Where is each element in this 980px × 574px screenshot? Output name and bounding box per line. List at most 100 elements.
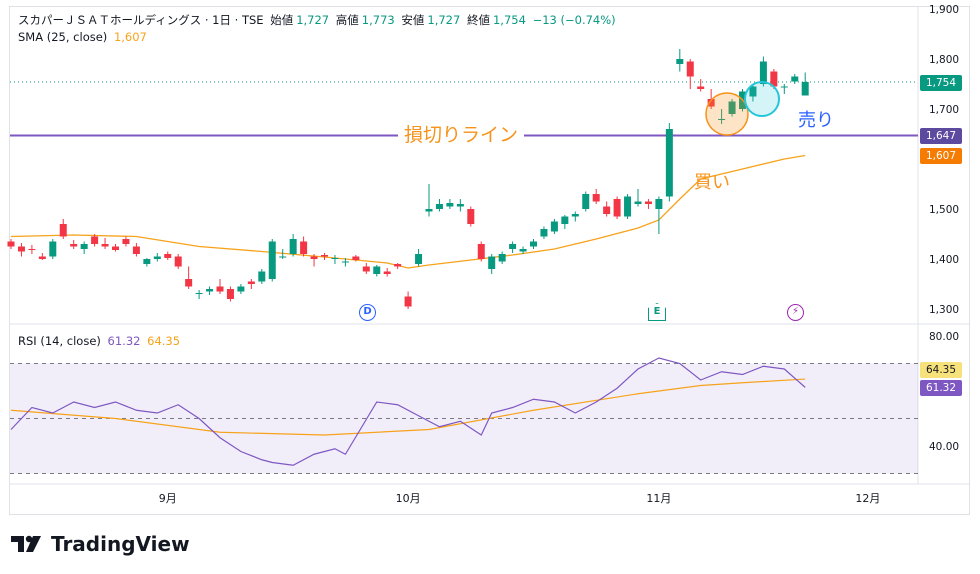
buy-annotation: 買い (694, 172, 730, 193)
stop-loss-annotation: 損切りライン (398, 123, 525, 147)
candle-body (143, 259, 151, 264)
rsi-tick-label: 40.00 (929, 441, 959, 453)
candle-body (195, 293, 203, 294)
candle-body (59, 224, 67, 237)
sell-circle (744, 81, 780, 117)
buy-circle (705, 92, 749, 136)
last-price-tag: 1,754 (920, 75, 962, 91)
chart-frame (9, 6, 970, 515)
close-value: 1,754 (492, 13, 526, 27)
candle-body (477, 244, 485, 259)
candle-body (697, 86, 705, 89)
candle-body (603, 206, 611, 214)
candle-body (17, 246, 25, 252)
price-tick-label: 1,300 (929, 304, 959, 316)
candle-body (362, 266, 370, 272)
candle-body (206, 289, 214, 292)
dividend-marker[interactable]: D (359, 304, 376, 321)
high-value: 1,773 (361, 13, 395, 27)
candle-body (644, 201, 652, 204)
candle-body (153, 256, 161, 259)
candle-body (519, 249, 527, 252)
candle-body (49, 241, 57, 257)
candle-body (247, 281, 255, 284)
candle-body (279, 256, 287, 258)
candle-body (592, 194, 600, 202)
close-label: 終値 (466, 13, 490, 27)
candle-body (226, 289, 234, 299)
candle-body (561, 216, 569, 224)
tradingview-logo[interactable]: TradingView (11, 532, 190, 556)
candle-body (467, 209, 475, 224)
candle-body (801, 82, 809, 96)
candle-body (498, 254, 506, 262)
candle-body (728, 101, 736, 114)
candle-body (582, 194, 590, 209)
rsi-tick-label: 80.00 (929, 331, 959, 343)
candle-body (571, 214, 579, 217)
candle-body (749, 86, 757, 97)
candle-body (488, 256, 496, 269)
x-tick-label: 10月 (396, 492, 421, 505)
candle-body (28, 249, 36, 250)
candle-body (237, 286, 245, 292)
candle-body (321, 255, 328, 257)
candle-body (268, 241, 276, 279)
candle-body (624, 196, 632, 217)
high-label: 高値 (335, 13, 359, 27)
candle-body (70, 244, 78, 247)
candle-body (101, 244, 109, 247)
candle-body (791, 76, 799, 82)
rsi-value: 61.32 (107, 334, 141, 348)
candle-body (456, 204, 464, 207)
candle-body (80, 244, 88, 249)
candle-body (216, 286, 224, 292)
candle-body (665, 129, 673, 197)
price-tick-label: 1,900 (929, 4, 959, 16)
candle-body (718, 119, 726, 120)
change-value: −13 (−0.74%) (532, 13, 616, 27)
rsi-tag: 61.32 (920, 380, 962, 396)
candle-body (174, 256, 182, 267)
price-tick-label: 1,800 (929, 54, 959, 66)
candle-body (7, 241, 15, 247)
candle-body (770, 71, 778, 87)
low-value: 1,727 (427, 13, 461, 27)
earnings-marker[interactable]: E (648, 303, 666, 321)
legend-rsi[interactable]: RSI (14, close) 61.32 64.35 (18, 334, 183, 348)
candle-body (655, 199, 663, 209)
open-label: 始値 (270, 13, 294, 27)
legend-sma[interactable]: SMA (25, close) 1,607 (18, 30, 150, 44)
rsi-polyline (10, 357, 806, 466)
candle-body (164, 254, 172, 258)
rsi-lines (10, 357, 806, 466)
candle-body (613, 199, 621, 217)
candle-body (185, 279, 193, 287)
candle-body (634, 201, 642, 204)
candle-body (550, 221, 558, 232)
candle-body (394, 264, 402, 267)
tradingview-logo-icon (11, 535, 41, 552)
rsi-ma-tag: 64.35 (920, 362, 962, 378)
candles (7, 49, 809, 309)
sma-value: 1,607 (113, 30, 147, 44)
symbol-name[interactable]: スカパーＪＳＡＴホールディングス · 1日 · TSE (18, 13, 264, 27)
price-tick-label: 1,700 (929, 104, 959, 116)
candle-body (780, 86, 788, 88)
candle-body (300, 241, 308, 254)
candle-body (38, 256, 46, 259)
split-marker[interactable]: ⚡ (787, 304, 804, 321)
sma-line (10, 154, 806, 269)
sma-polyline (10, 154, 806, 269)
candle-body (112, 246, 119, 250)
open-value: 1,727 (296, 13, 330, 27)
candle-body (425, 209, 433, 212)
candle-body (310, 256, 318, 259)
candle-body (686, 61, 694, 77)
candle-body (341, 261, 349, 263)
candle-body (373, 266, 381, 274)
x-tick-label: 9月 (159, 492, 177, 505)
candle-body (383, 271, 391, 274)
rsi-ma-polyline (10, 378, 806, 436)
